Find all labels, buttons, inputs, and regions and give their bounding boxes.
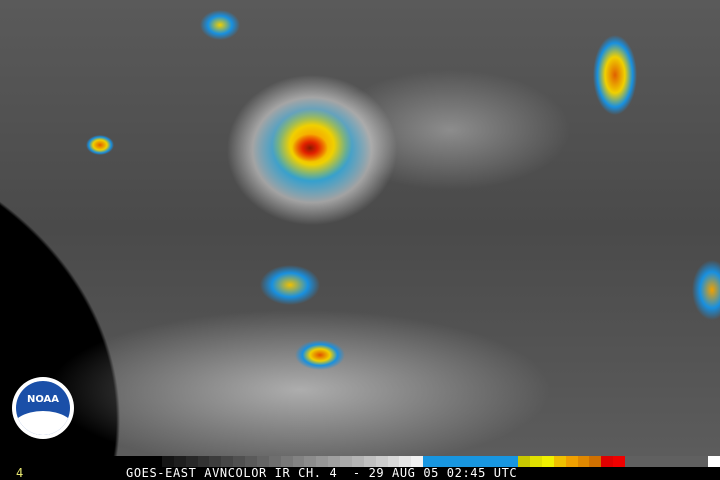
color-scale-swatch bbox=[351, 456, 364, 467]
color-scale-swatch bbox=[411, 456, 424, 467]
color-scale-swatch bbox=[625, 456, 637, 467]
image-caption: GOES-EAST AVNCOLOR IR CH. 4 - 29 AUG 05 … bbox=[126, 466, 518, 480]
color-scale-swatch bbox=[541, 456, 554, 467]
color-scale-swatch bbox=[636, 456, 649, 467]
color-scale-swatch bbox=[423, 456, 435, 467]
color-scale-swatch bbox=[280, 456, 293, 467]
color-scale-swatch bbox=[470, 456, 483, 467]
color-scale-swatch bbox=[268, 456, 281, 467]
color-scale-swatch bbox=[256, 456, 269, 467]
color-scale-swatch bbox=[530, 456, 542, 467]
channel-label: 4 bbox=[16, 466, 24, 480]
color-scale-swatch bbox=[209, 456, 222, 467]
color-scale-swatch bbox=[577, 456, 590, 467]
color-scale-swatch bbox=[292, 456, 305, 467]
color-scale-swatch bbox=[197, 456, 210, 467]
color-scale-swatch bbox=[245, 456, 257, 467]
color-scale-swatch bbox=[506, 456, 519, 467]
color-scale-swatch bbox=[221, 456, 234, 467]
color-scale-bar bbox=[150, 456, 720, 467]
color-scale-swatch bbox=[375, 456, 388, 467]
color-scale-swatch bbox=[185, 456, 198, 467]
color-scale-swatch bbox=[446, 456, 459, 467]
color-scale-swatch bbox=[316, 456, 329, 467]
color-scale-swatch bbox=[613, 456, 625, 467]
color-scale-swatch bbox=[660, 456, 673, 467]
color-scale-swatch bbox=[708, 456, 720, 467]
noaa-logo: NOAA bbox=[12, 377, 74, 439]
color-scale-swatch bbox=[328, 456, 340, 467]
color-scale-swatch bbox=[518, 456, 530, 467]
color-scale-swatch bbox=[565, 456, 578, 467]
color-scale-swatch bbox=[399, 456, 412, 467]
color-scale-swatch bbox=[458, 456, 471, 467]
color-scale-swatch bbox=[553, 456, 566, 467]
color-scale-swatch bbox=[684, 456, 697, 467]
color-scale-swatch bbox=[304, 456, 317, 467]
color-scale-swatch bbox=[233, 456, 245, 467]
color-scale-swatch bbox=[648, 456, 661, 467]
satellite-image bbox=[0, 0, 720, 456]
color-scale-swatch bbox=[363, 456, 376, 467]
color-scale-swatch bbox=[672, 456, 685, 467]
color-scale-swatch bbox=[696, 456, 709, 467]
logo-text: NOAA bbox=[26, 394, 60, 405]
color-scale-swatch bbox=[161, 456, 174, 467]
color-scale-swatch bbox=[387, 456, 400, 467]
color-scale-swatch bbox=[494, 456, 507, 467]
color-scale-swatch bbox=[173, 456, 186, 467]
color-scale-swatch bbox=[150, 456, 162, 467]
color-scale-swatch bbox=[482, 456, 495, 467]
color-scale-swatch bbox=[589, 456, 602, 467]
color-scale-swatch bbox=[435, 456, 447, 467]
color-scale-swatch bbox=[340, 456, 352, 467]
color-scale-swatch bbox=[601, 456, 614, 467]
